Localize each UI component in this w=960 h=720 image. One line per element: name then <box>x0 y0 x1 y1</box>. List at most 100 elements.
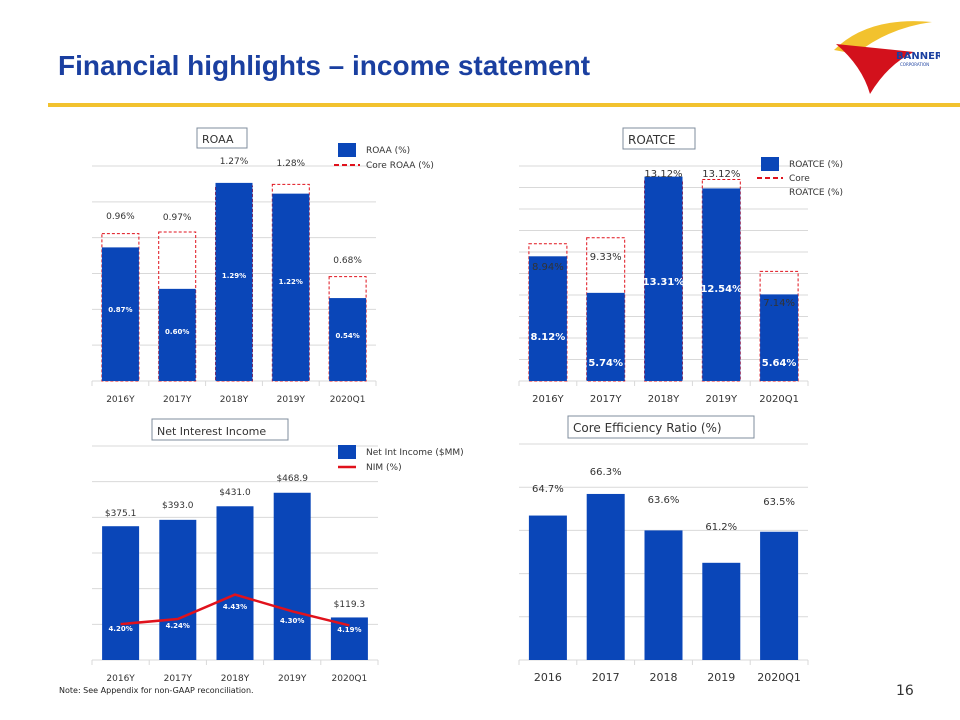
efficiency-value-label: 66.3% <box>590 467 622 478</box>
efficiency-category-label: 2018 <box>650 671 678 684</box>
nii-nim-label: 4.30% <box>280 617 304 625</box>
title-divider <box>48 103 960 107</box>
roaa-legend-label: ROAA (%) <box>366 146 410 156</box>
roaa-value-label: 0.54% <box>335 332 359 340</box>
roaa-category-label: 2016Y <box>106 395 135 405</box>
roaa-category-label: 2020Q1 <box>330 395 366 405</box>
nii-category-label: 2019Y <box>278 674 307 684</box>
nii-bar <box>273 492 311 660</box>
roatce-chart-title: ROATCE <box>628 133 675 147</box>
roatce-value-label: 13.31% <box>643 277 685 288</box>
roatce-core-value-label: 13.12% <box>644 169 682 180</box>
roaa-bar <box>329 298 367 381</box>
efficiency-bar <box>644 530 683 660</box>
logo-yellow-swoosh <box>834 21 932 54</box>
roatce-category-label: 2016Y <box>532 394 564 405</box>
efficiency-value-label: 63.6% <box>648 495 680 506</box>
nii-value-label: $375.1 <box>105 509 137 519</box>
nii-bar <box>330 617 368 660</box>
roatce-legend-label: Core <box>789 174 810 184</box>
nii-value-label: $431.0 <box>219 488 251 498</box>
roatce-core-value-label: 7.14% <box>763 298 795 309</box>
roatce-core-value-label: 13.12% <box>702 169 740 180</box>
nii-category-label: 2016Y <box>106 674 135 684</box>
logo-subtext: CORPORATION <box>900 62 929 67</box>
footnote: Note: See Appendix for non-GAAP reconcil… <box>59 686 254 695</box>
roatce-legend-label: ROATCE (%) <box>789 160 843 170</box>
efficiency-title-box <box>567 415 755 439</box>
nii-value-label: $393.0 <box>162 501 194 511</box>
efficiency-value-label: 63.5% <box>763 497 795 508</box>
nii-nim-label: 4.19% <box>337 626 361 634</box>
roaa-category-label: 2018Y <box>220 395 249 405</box>
nii-bar <box>159 519 197 660</box>
roatce-core-value-label: 8.94% <box>532 262 564 273</box>
roatce-value-label: 5.64% <box>762 358 797 369</box>
efficiency-category-label: 2020Q1 <box>757 671 801 684</box>
roaa-value-label: 0.87% <box>108 306 132 314</box>
roatce-value-label: 12.54% <box>700 284 742 295</box>
roaa-value-label: 1.22% <box>279 278 303 286</box>
nii-legend-label: Net Int Income ($MM) <box>366 448 464 458</box>
roatce-bar <box>760 294 799 381</box>
roaa-bar <box>215 182 253 381</box>
roatce-category-label: 2020Q1 <box>759 394 799 405</box>
roaa-title-box <box>196 127 248 149</box>
nii-nim-label: 4.24% <box>166 622 190 630</box>
roatce-core-value-label: 9.33% <box>590 252 622 263</box>
logo-red-flag <box>836 44 914 94</box>
roatce-bar <box>586 292 625 381</box>
nii-value-label: $119.3 <box>334 600 366 610</box>
roaa-bar <box>272 193 310 381</box>
page-number: 16 <box>896 683 914 699</box>
nii-nim-line <box>120 593 350 627</box>
roaa-core-value-label: 0.96% <box>106 212 135 222</box>
efficiency-bar <box>586 493 625 660</box>
roaa-core-value-label: 0.68% <box>333 256 362 266</box>
efficiency-chart-title: Core Efficiency Ratio (%) <box>573 421 722 435</box>
roatce-legend-swatch <box>761 157 779 171</box>
roaa-core-value-label: 1.28% <box>277 159 306 169</box>
roatce-category-label: 2019Y <box>706 394 738 405</box>
roaa-bar <box>158 288 196 381</box>
roaa-chart-title: ROAA <box>202 133 234 146</box>
efficiency-value-label: 64.7% <box>532 484 564 495</box>
nii-nim-label: 4.20% <box>108 625 132 633</box>
nii-category-label: 2017Y <box>164 674 193 684</box>
nii-chart-title: Net Interest Income <box>157 425 266 438</box>
nii-nim-label: 4.43% <box>223 603 247 611</box>
roaa-core-value-label: 1.27% <box>220 157 249 167</box>
page-title: Financial highlights – income statement <box>58 50 591 81</box>
efficiency-category-label: 2016 <box>534 671 562 684</box>
roatce-category-label: 2017Y <box>590 394 622 405</box>
roaa-bar <box>101 247 139 381</box>
nii-title-box <box>151 418 289 441</box>
roatce-legend-label: ROATCE (%) <box>789 188 843 198</box>
roaa-value-label: 1.29% <box>222 272 246 280</box>
efficiency-category-label: 2017 <box>592 671 620 684</box>
nii-category-label: 2018Y <box>221 674 250 684</box>
efficiency-category-label: 2019 <box>707 671 735 684</box>
nii-category-label: 2020Q1 <box>332 674 368 684</box>
roatce-bar <box>702 188 741 381</box>
nii-legend-label: NIM (%) <box>366 463 402 473</box>
banner-logo: BANNER CORPORATION <box>828 14 943 96</box>
nii-legend-swatch <box>338 445 356 459</box>
logo-graphic: BANNER CORPORATION <box>834 21 943 94</box>
efficiency-bar <box>760 531 799 660</box>
roaa-value-label: 0.60% <box>165 328 189 336</box>
efficiency-bar <box>702 562 741 660</box>
roaa-legend-label: Core ROAA (%) <box>366 161 434 171</box>
nii-value-label: $468.9 <box>276 474 308 484</box>
efficiency-bar <box>528 515 567 660</box>
logo-text: BANNER <box>896 51 940 62</box>
roatce-bar <box>644 176 683 381</box>
roaa-category-label: 2017Y <box>163 395 192 405</box>
roatce-value-label: 5.74% <box>588 358 623 369</box>
roatce-category-label: 2018Y <box>648 394 680 405</box>
roaa-core-value-label: 0.97% <box>163 213 192 223</box>
roaa-legend-swatch <box>338 143 356 157</box>
nii-bar <box>216 506 254 660</box>
roatce-value-label: 8.12% <box>531 332 566 343</box>
